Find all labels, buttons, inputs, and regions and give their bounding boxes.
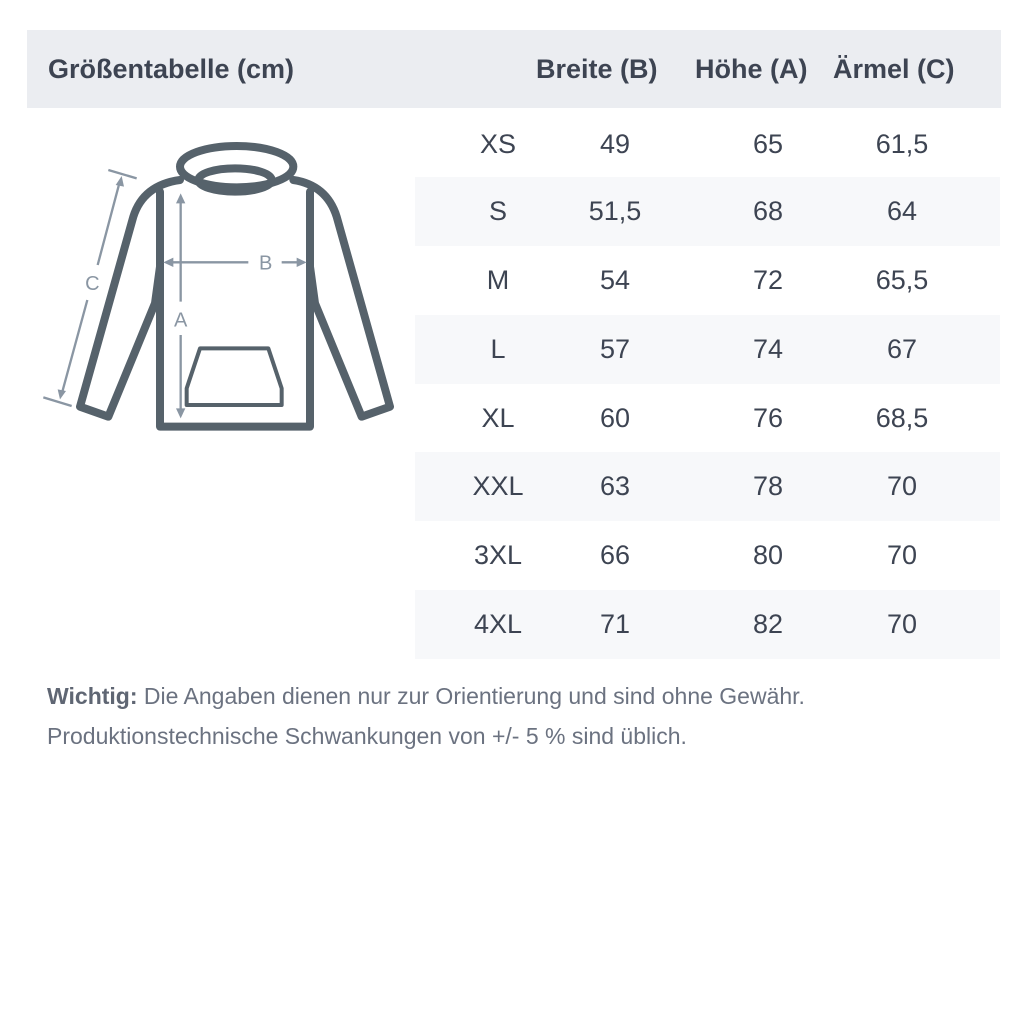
note-line-1: Die Angaben dienen nur zur Orientierung … [137,683,805,709]
table-row: M 54 72 65,5 [415,246,1000,315]
cell-breite: 49 [599,129,631,159]
cell-aermel: 67 [886,334,918,364]
table-row: XL 60 76 68,5 [415,384,1000,453]
cell-breite: 71 [599,609,631,639]
hood-outer [176,142,298,192]
label-a: A [174,310,188,332]
note-label: Wichtig: [47,683,138,709]
disclaimer-note: Wichtig: Die Angaben dienen nur zur Orie… [47,676,805,756]
cell-hoehe: 65 [752,129,784,159]
cell-hoehe: 72 [752,265,784,295]
table-row: L 57 74 67 [415,315,1000,384]
column-header-breite: Breite (B) [536,54,658,84]
label-c: C [85,273,99,295]
cell-breite: 54 [599,265,631,295]
cell-size: XL [481,403,515,433]
hoodie-pocket [184,346,284,407]
table-header: Größentabelle (cm) Breite (B) Höhe (A) Ä… [27,30,1001,108]
cell-aermel: 70 [886,540,918,570]
cell-hoehe: 80 [752,540,784,570]
cell-breite: 63 [599,471,631,501]
cell-aermel: 65,5 [875,265,929,295]
cell-breite: 51,5 [588,196,642,226]
label-b: B [259,252,272,274]
hoodie-measurement-diagram: A B C [42,142,394,431]
column-header-hoehe: Höhe (A) [695,54,808,84]
cell-aermel: 70 [886,609,918,639]
table-title: Größentabelle (cm) [48,54,295,84]
hoodie-right-sleeve [289,176,394,421]
cell-aermel: 64 [886,196,918,226]
cell-aermel: 68,5 [875,403,929,433]
cell-aermel: 70 [886,471,918,501]
table-row: 3XL 66 80 70 [415,521,1000,590]
cell-breite: 57 [599,334,631,364]
cell-size: M [486,265,510,295]
cell-breite: 66 [599,540,631,570]
cell-hoehe: 78 [752,471,784,501]
table-row: 4XL 71 82 70 [415,590,1000,659]
note-line-2: Produktionstechnische Schwankungen von +… [47,723,687,749]
hood-inner [194,164,276,196]
cell-size: S [488,196,508,226]
cell-hoehe: 68 [752,196,784,226]
cell-size: XS [479,129,517,159]
table-row: XS 49 65 61,5 [415,110,1000,179]
cell-size: 3XL [473,540,523,570]
table-row: S 51,5 68 64 [415,177,1000,246]
cell-size: L [490,334,506,364]
table-row: XXL 63 78 70 [415,452,1000,521]
hoodie-left-sleeve [76,176,184,421]
cell-size: 4XL [473,609,523,639]
column-header-aermel: Ärmel (C) [833,54,955,84]
cell-breite: 60 [599,403,631,433]
cell-hoehe: 76 [752,403,784,433]
cell-hoehe: 74 [752,334,784,364]
hoodie-body [156,187,314,431]
cell-size: XXL [472,471,524,501]
cell-hoehe: 82 [752,609,784,639]
cell-aermel: 61,5 [875,129,929,159]
